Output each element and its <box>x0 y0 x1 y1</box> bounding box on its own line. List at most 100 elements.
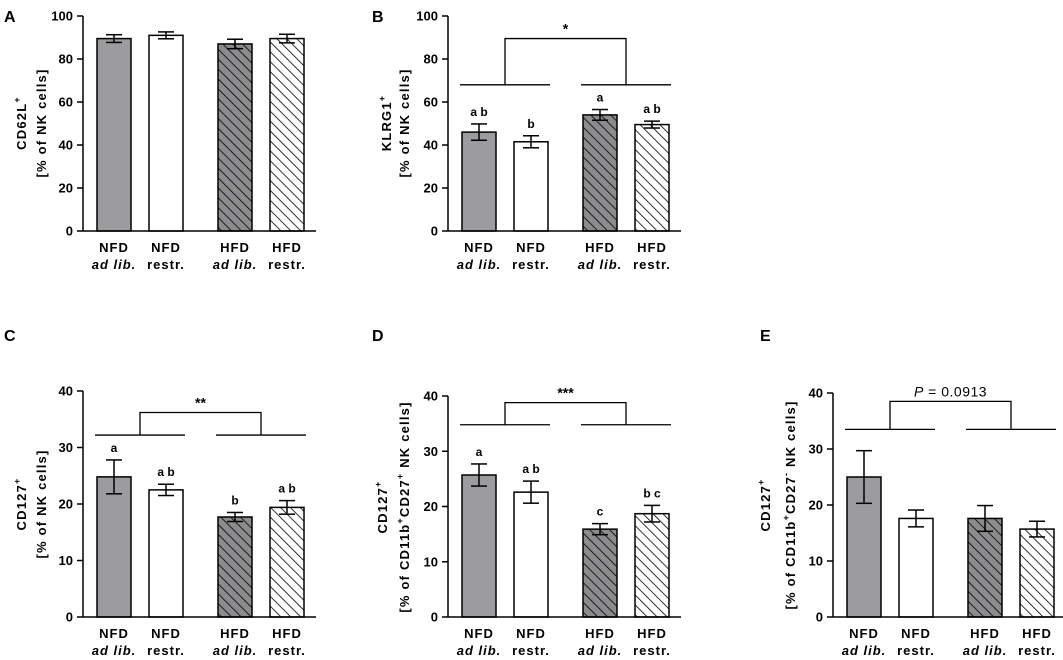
stat-letter: b c <box>643 486 661 500</box>
significance-label: P = 0.0913 <box>914 383 987 399</box>
category-sublabel: restr. <box>268 643 306 658</box>
significance-bracket <box>139 411 262 436</box>
y-tick-label: 10 <box>59 553 73 568</box>
category-label: HFD <box>637 240 667 255</box>
bar <box>513 491 549 618</box>
y-tick-label: 20 <box>809 498 823 513</box>
category-sublabel: ad lib. <box>457 257 502 272</box>
bar <box>634 512 670 618</box>
y-tick-label: 20 <box>424 181 438 196</box>
bar <box>513 141 549 232</box>
bar <box>898 517 934 618</box>
category-label: HFD <box>272 240 302 255</box>
bar <box>269 37 305 232</box>
category-label: NFD <box>151 240 181 255</box>
category-sublabel: ad lib. <box>92 257 137 272</box>
category-sublabel: ad lib. <box>578 643 623 658</box>
category-sublabel: restr. <box>147 643 185 658</box>
bar <box>217 43 253 232</box>
panel-a: A 0 20 40 60 80 100 CD62L+ [% of NK cells] NFD ad … <box>4 9 316 272</box>
y-axis-subtitle: [% of NK cells] <box>397 68 412 177</box>
significance-label: * <box>563 21 569 37</box>
panel-b: B 0 20 40 60 80 100 KLRG1+ [% of NK cells] a b NFD… <box>372 9 681 272</box>
bar <box>634 123 670 232</box>
significance-label: *** <box>557 385 574 401</box>
category-sublabel: restr. <box>512 643 550 658</box>
panel-c: C 0 10 20 30 40 CD127+ [% of NK cells] a NFD ad li… <box>4 328 316 658</box>
category-sublabel: ad lib. <box>578 257 623 272</box>
bar <box>582 528 618 618</box>
y-tick-label: 80 <box>424 52 438 67</box>
bar <box>148 34 184 232</box>
panel-letter: A <box>4 9 16 26</box>
bar <box>96 37 132 232</box>
bar <box>1019 528 1055 618</box>
category-sublabel: ad lib. <box>842 643 887 658</box>
y-tick-label: 0 <box>66 224 73 239</box>
stat-letter: b <box>527 117 534 131</box>
category-sublabel: restr. <box>1018 643 1056 658</box>
y-tick-label: 20 <box>59 497 73 512</box>
category-sublabel: restr. <box>897 643 935 658</box>
bar <box>461 131 497 232</box>
y-axis-title: CD127+ <box>12 478 29 531</box>
y-tick-label: 30 <box>59 440 73 455</box>
category-sublabel: ad lib. <box>963 643 1008 658</box>
y-tick-label: 0 <box>66 610 73 625</box>
y-tick-label: 0 <box>431 610 438 625</box>
y-axis-title: CD127+ <box>373 481 390 534</box>
category-label: HFD <box>220 626 250 641</box>
y-tick-label: 80 <box>59 52 73 67</box>
y-tick-label: 40 <box>59 138 73 153</box>
y-tick-label: 40 <box>809 386 823 401</box>
panel-letter: D <box>372 328 384 345</box>
category-label: HFD <box>637 626 667 641</box>
y-axis-subtitle: [% of NK cells] <box>34 68 49 177</box>
category-label: HFD <box>1022 626 1052 641</box>
y-axis-title: CD127+ <box>756 479 773 532</box>
category-label: HFD <box>220 240 250 255</box>
y-tick-label: 20 <box>59 181 73 196</box>
y-tick-label: 100 <box>51 9 73 24</box>
category-label: NFD <box>99 626 129 641</box>
y-tick-label: 20 <box>424 499 438 514</box>
bar <box>96 476 132 618</box>
stat-letter: a <box>476 445 483 459</box>
panel-d: D 0 10 20 30 40 CD127+ [% of CD11b+CD27+ NK cel… <box>372 328 681 658</box>
category-label: HFD <box>585 240 615 255</box>
panel-e: E 0 10 20 30 40 CD127+ [% of CD11b+CD27- NK cel… <box>756 328 1063 658</box>
category-label: NFD <box>464 240 494 255</box>
y-tick-label: 30 <box>424 444 438 459</box>
stat-letter: a <box>111 441 118 455</box>
category-label: NFD <box>99 240 129 255</box>
y-axis-title: KLRG1+ <box>377 95 394 152</box>
significance-bracket <box>504 401 627 425</box>
bar <box>269 506 305 618</box>
category-label: HFD <box>585 626 615 641</box>
stat-letter: a b <box>157 465 174 479</box>
category-label: NFD <box>901 626 931 641</box>
stat-letter: a b <box>643 102 660 116</box>
category-sublabel: restr. <box>512 257 550 272</box>
stat-letter: c <box>597 505 604 519</box>
y-tick-label: 10 <box>424 554 438 569</box>
category-sublabel: restr. <box>268 257 306 272</box>
bar <box>217 516 253 618</box>
stat-letter: a b <box>522 462 539 476</box>
category-sublabel: restr. <box>147 257 185 272</box>
y-tick-label: 60 <box>424 95 438 110</box>
y-tick-label: 40 <box>59 384 73 399</box>
significance-bracket <box>889 400 1012 430</box>
category-label: NFD <box>464 626 494 641</box>
y-tick-label: 40 <box>424 389 438 404</box>
category-label: NFD <box>849 626 879 641</box>
category-label: HFD <box>970 626 1000 641</box>
bar <box>148 489 184 618</box>
panel-letter: B <box>372 9 384 26</box>
significance-bracket <box>504 37 627 85</box>
panel-letter: E <box>760 328 771 345</box>
category-sublabel: ad lib. <box>457 643 502 658</box>
category-label: NFD <box>151 626 181 641</box>
category-label: NFD <box>516 240 546 255</box>
y-axis-subtitle: [% of CD11b+CD27+ NK cells] <box>395 401 412 612</box>
